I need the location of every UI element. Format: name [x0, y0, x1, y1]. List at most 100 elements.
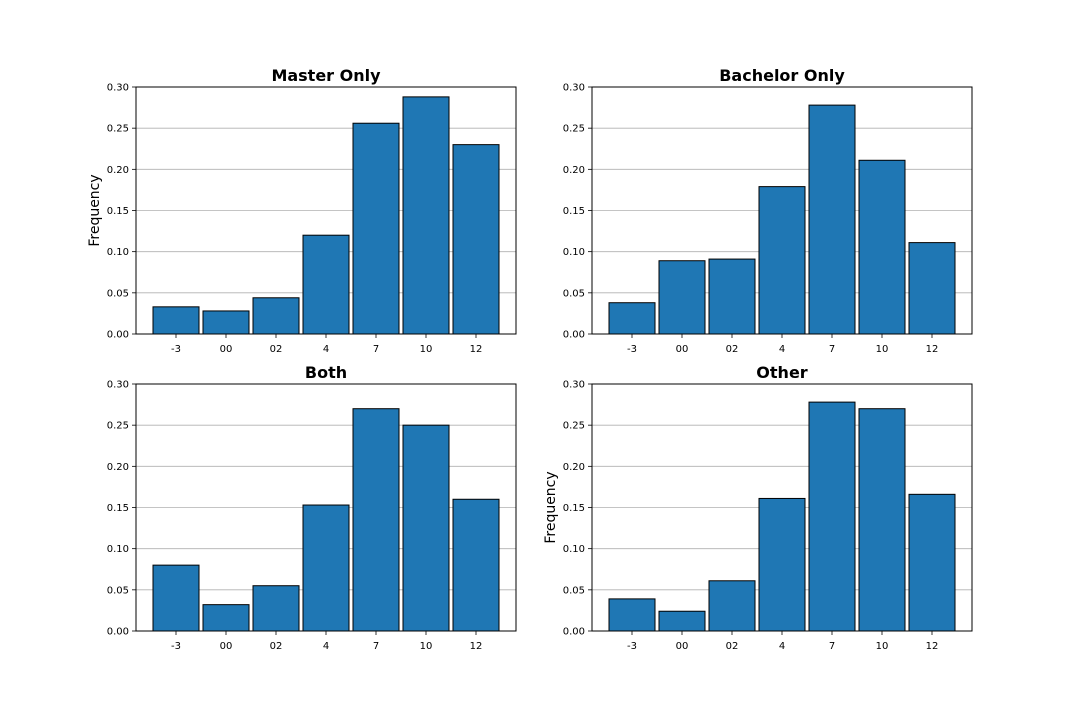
x-ticks: -3 00 02 4 7 10 12	[171, 334, 482, 355]
bar-7	[352, 408, 400, 632]
bar-minus-3	[152, 306, 200, 335]
y-tick-label: 0.20	[563, 462, 585, 473]
panel-title: Other	[756, 363, 807, 382]
panel-other: 0.00 0.05 0.10 0.15 0.20 0.25 0.30 -3 00 02 4 7 10 1…	[543, 363, 973, 652]
y-tick-label: 0.00	[107, 330, 129, 341]
x-tick-label: 10	[420, 641, 433, 652]
x-tick-label: -3	[627, 641, 637, 652]
x-tick-label: 02	[726, 641, 739, 652]
bar-12	[452, 144, 500, 335]
y-tick-label: 0.30	[107, 380, 129, 391]
x-tick-label: 00	[220, 641, 233, 652]
y-tick-label: 0.30	[563, 83, 585, 94]
y-ticks: 0.00 0.05 0.10 0.15 0.20 0.25 0.30	[563, 83, 592, 341]
panel-title: Bachelor Only	[719, 66, 845, 85]
x-tick-label: 10	[876, 641, 889, 652]
bars	[608, 401, 956, 632]
bar-7	[808, 401, 856, 632]
panel-master-only: 0.00 0.05 0.10 0.15 0.20 0.25 0.30 -3 00 02 4 7 10 1…	[87, 66, 517, 355]
y-tick-label: 0.15	[107, 206, 129, 217]
x-tick-label: 7	[373, 641, 379, 652]
x-tick-label: 02	[270, 344, 283, 355]
x-tick-label: 4	[779, 344, 785, 355]
bar-7	[808, 104, 856, 335]
x-tick-label: 4	[323, 344, 329, 355]
x-tick-label: 00	[220, 344, 233, 355]
y-tick-label: 0.15	[563, 503, 585, 514]
bar-10	[402, 424, 450, 632]
y-axis-label: Frequency	[543, 471, 559, 543]
x-tick-label: -3	[171, 641, 181, 652]
y-ticks: 0.00 0.05 0.10 0.15 0.20 0.25 0.30	[107, 83, 136, 341]
x-ticks: -3 00 02 4 7 10 12	[171, 631, 482, 652]
y-tick-label: 0.20	[107, 462, 129, 473]
panel-bachelor-only: 0.00 0.05 0.10 0.15 0.20 0.25 0.30 -3 00 02 4 7 10 1…	[563, 66, 973, 355]
bar-02	[252, 585, 300, 632]
y-tick-label: 0.25	[107, 421, 129, 432]
x-tick-label: 4	[779, 641, 785, 652]
x-ticks: -3 00 02 4 7 10 12	[627, 631, 938, 652]
y-tick-label: 0.05	[107, 288, 129, 299]
y-tick-label: 0.25	[563, 421, 585, 432]
x-tick-label: 12	[470, 641, 483, 652]
x-tick-label: -3	[627, 344, 637, 355]
y-ticks: 0.00 0.05 0.10 0.15 0.20 0.25 0.30	[107, 380, 136, 638]
x-tick-label: 02	[726, 344, 739, 355]
y-tick-label: 0.30	[107, 83, 129, 94]
x-ticks: -3 00 02 4 7 10 12	[627, 334, 938, 355]
bar-minus-3	[608, 598, 656, 632]
bar-4	[302, 234, 350, 335]
bar-minus-3	[608, 302, 656, 335]
x-tick-label: -3	[171, 344, 181, 355]
bars	[608, 104, 956, 335]
x-tick-label: 12	[926, 641, 939, 652]
y-tick-label: 0.20	[563, 165, 585, 176]
bar-12	[452, 498, 500, 632]
x-tick-label: 10	[876, 344, 889, 355]
x-tick-label: 12	[926, 344, 939, 355]
panel-title: Both	[305, 363, 347, 382]
x-tick-label: 7	[829, 641, 835, 652]
y-tick-label: 0.15	[563, 206, 585, 217]
y-tick-label: 0.25	[563, 124, 585, 135]
y-tick-label: 0.00	[107, 627, 129, 638]
y-tick-label: 0.05	[563, 288, 585, 299]
x-tick-label: 10	[420, 344, 433, 355]
bar-00	[202, 604, 250, 632]
bar-7	[352, 122, 400, 335]
bar-minus-3	[152, 564, 200, 632]
y-tick-label: 0.25	[107, 124, 129, 135]
bar-02	[252, 297, 300, 335]
x-tick-label: 02	[270, 641, 283, 652]
bar-00	[658, 610, 706, 632]
y-tick-label: 0.05	[107, 585, 129, 596]
y-tick-label: 0.00	[563, 627, 585, 638]
bar-00	[658, 260, 706, 335]
y-tick-label: 0.10	[563, 544, 585, 555]
y-tick-label: 0.15	[107, 503, 129, 514]
y-axis-label: Frequency	[87, 174, 103, 246]
bars	[152, 408, 500, 632]
y-tick-label: 0.10	[563, 247, 585, 258]
y-tick-label: 0.10	[107, 544, 129, 555]
bar-12	[908, 493, 956, 632]
x-tick-label: 00	[676, 641, 689, 652]
y-tick-label: 0.00	[563, 330, 585, 341]
bar-10	[858, 159, 906, 335]
y-tick-label: 0.05	[563, 585, 585, 596]
x-tick-label: 12	[470, 344, 483, 355]
bar-00	[202, 310, 250, 335]
bar-4	[302, 504, 350, 632]
x-tick-label: 4	[323, 641, 329, 652]
y-tick-label: 0.10	[107, 247, 129, 258]
bar-10	[858, 408, 906, 632]
bar-10	[402, 96, 450, 335]
bar-12	[908, 242, 956, 335]
bar-02	[708, 258, 756, 335]
x-tick-label: 7	[373, 344, 379, 355]
panel-title: Master Only	[271, 66, 381, 85]
y-tick-label: 0.20	[107, 165, 129, 176]
bar-4	[758, 497, 806, 632]
bar-02	[708, 580, 756, 632]
x-tick-label: 00	[676, 344, 689, 355]
